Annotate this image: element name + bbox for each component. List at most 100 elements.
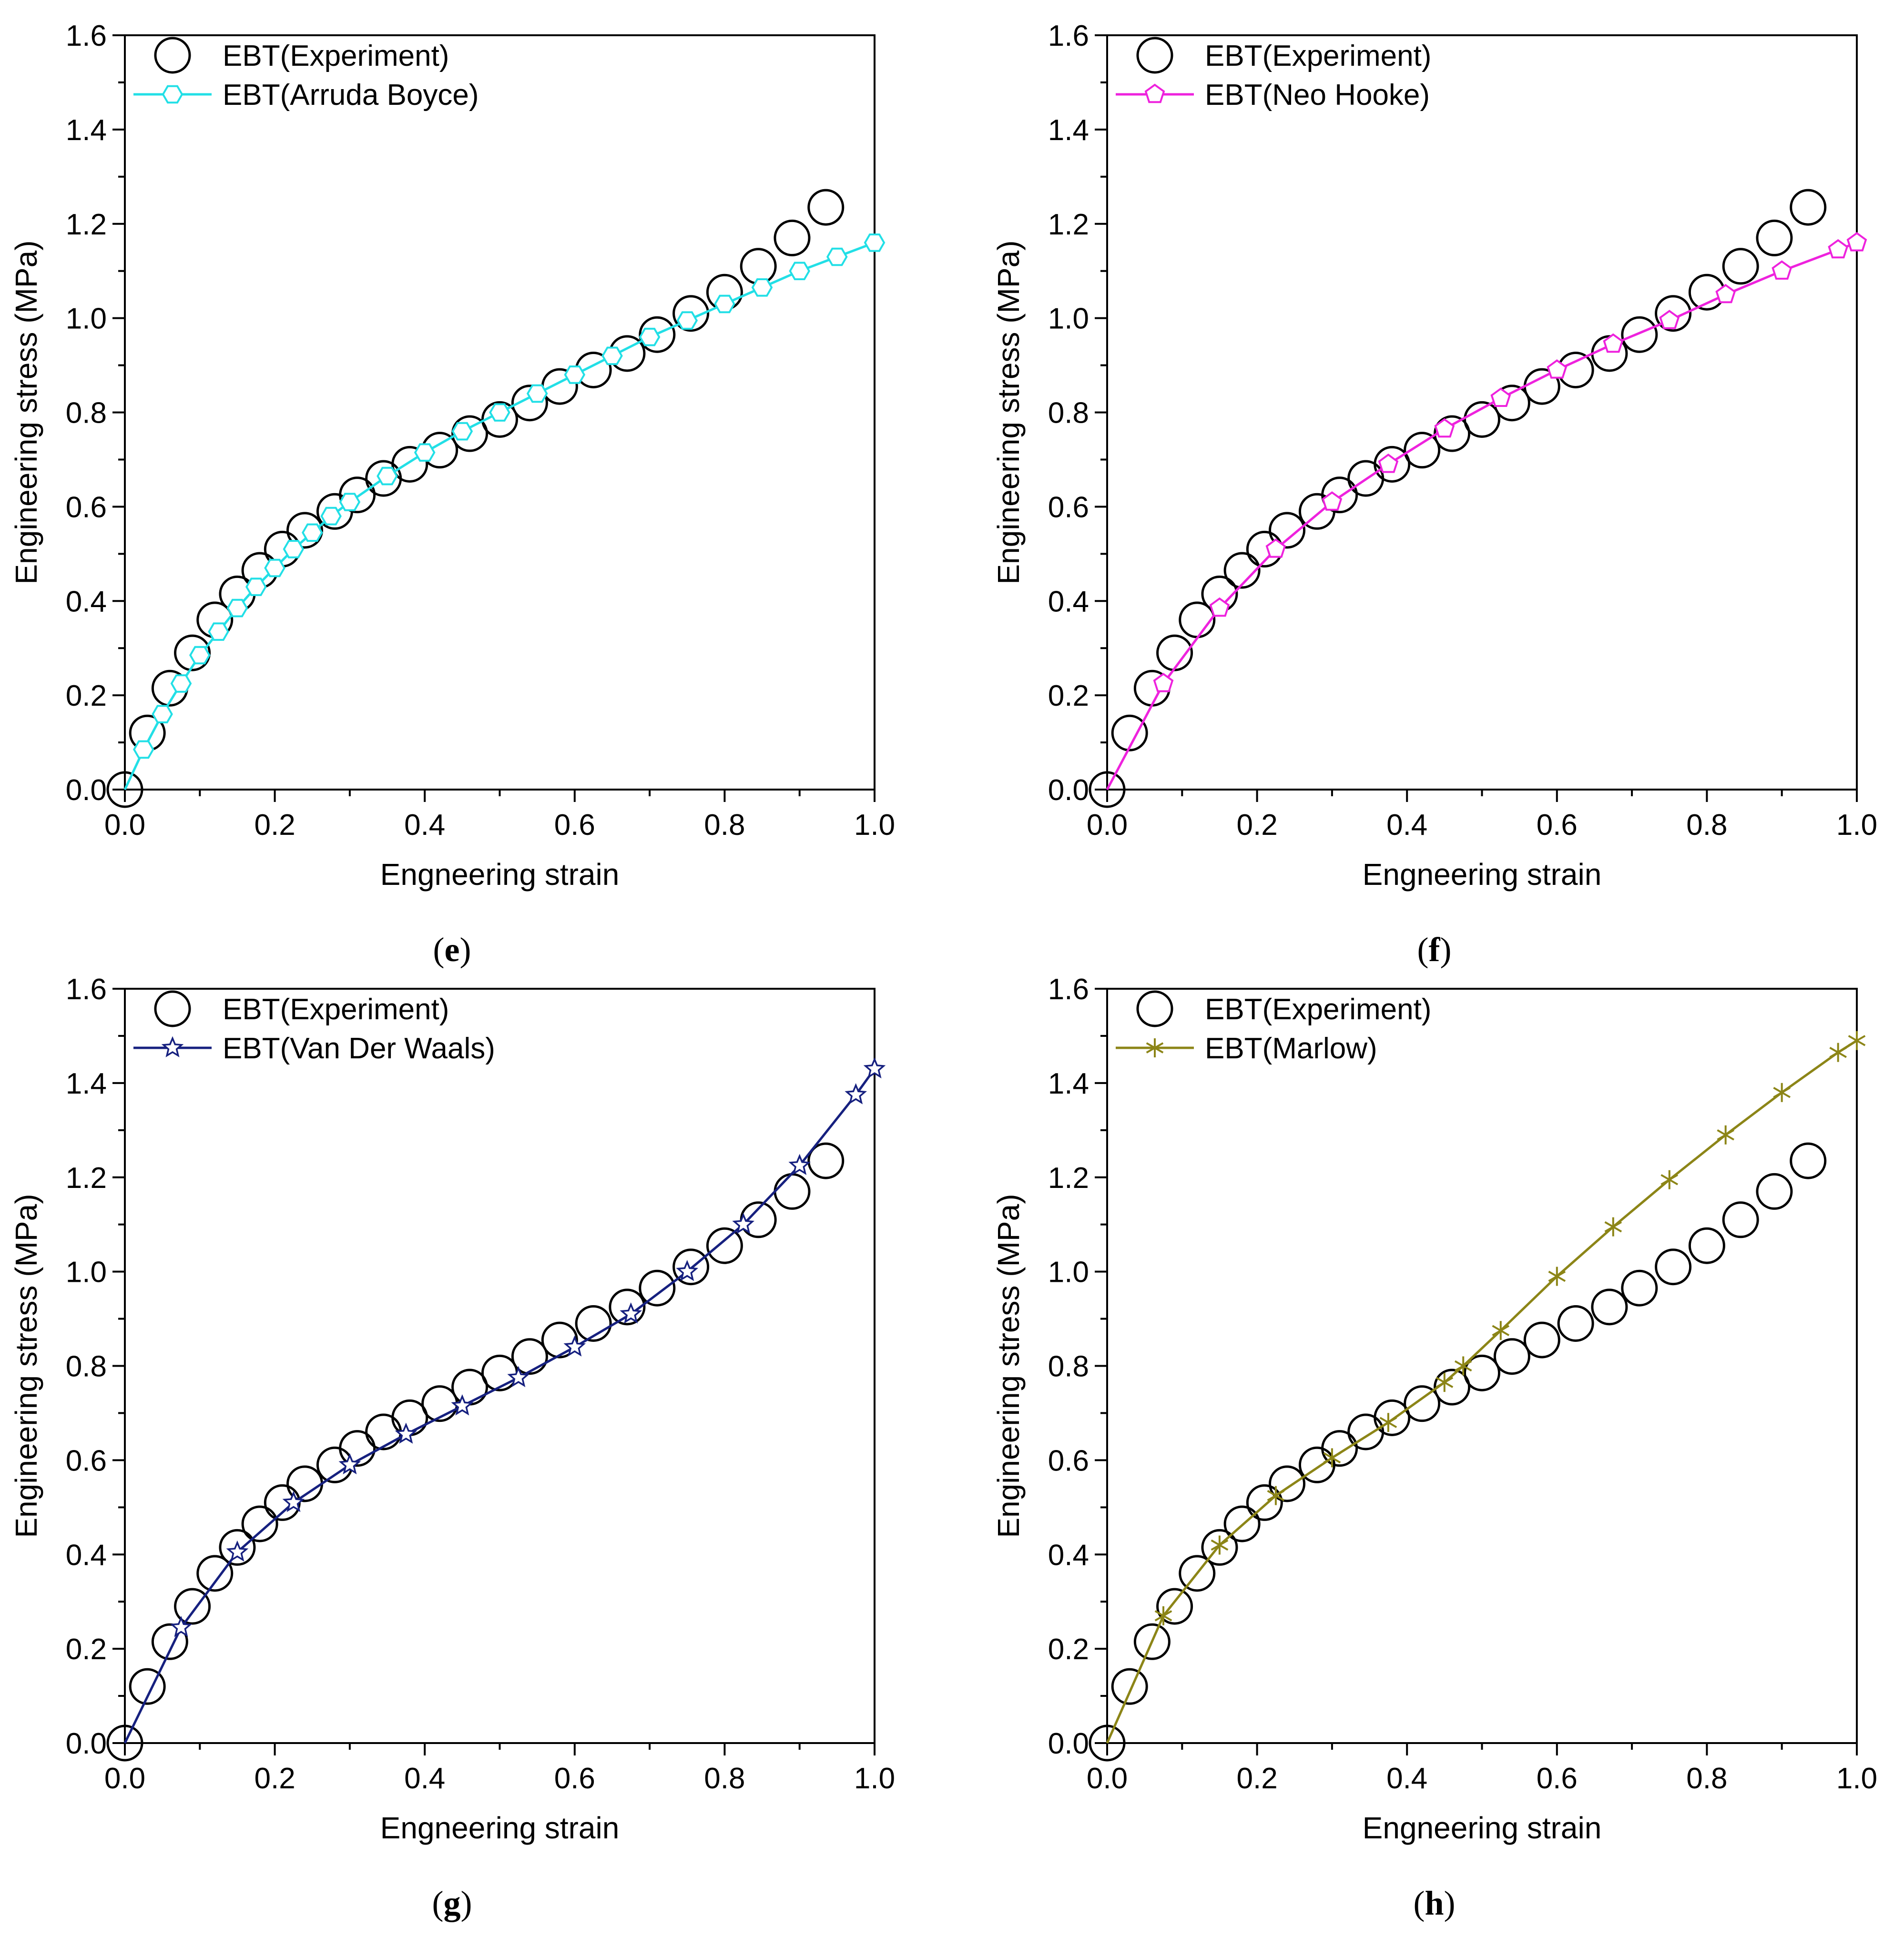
data-point: [1379, 1413, 1397, 1432]
data-point: [1493, 1338, 1530, 1375]
x-tick-label: 1.0: [1836, 1762, 1877, 1795]
legend-marker: [162, 85, 183, 104]
data-point: [826, 247, 848, 266]
data-point: [283, 540, 305, 558]
legend-label: EBT(Van Der Waals): [223, 1032, 495, 1065]
data-point: [511, 1338, 548, 1375]
data-point: [1269, 1465, 1306, 1502]
legend-label: EBT(Experiment): [1205, 40, 1431, 72]
data-point: [1321, 1430, 1358, 1467]
x-tick-label: 0.4: [1386, 809, 1427, 842]
data-point: [1265, 538, 1286, 558]
plot-area: [106, 1057, 886, 1762]
data-point: [1621, 1269, 1658, 1307]
x-tick-label: 0.8: [1686, 809, 1727, 842]
data-point: [1436, 1373, 1454, 1392]
legend-label: EBT(Marlow): [1205, 1032, 1377, 1065]
data-point: [1209, 597, 1230, 617]
data-point: [489, 403, 510, 422]
data-point: [286, 512, 324, 549]
data-point: [1722, 1201, 1759, 1238]
data-point: [601, 346, 623, 365]
data-point: [1772, 260, 1792, 280]
data-point: [789, 262, 811, 280]
data-point: [451, 422, 473, 441]
data-point: [1756, 219, 1793, 256]
legend-marker: [154, 37, 191, 74]
y-tick-label: 0.2: [1048, 1633, 1089, 1666]
data-point: [196, 1555, 234, 1592]
data-point: [1756, 1173, 1793, 1210]
data-point: [1111, 714, 1148, 751]
legend-label: EBT(Arruda Boyce): [223, 79, 479, 112]
series-EBT(Experiment): [1089, 1142, 1827, 1762]
series-line: [1106, 241, 1857, 791]
panel-label: (g): [432, 1884, 472, 1922]
legend: EBT(Experiment) EBT(Arruda Boyce): [133, 37, 479, 112]
y-tick-label: 1.4: [66, 1067, 107, 1100]
series-line: [1106, 1039, 1858, 1744]
data-point: [706, 1227, 743, 1264]
x-tick-label: 0.4: [1386, 1762, 1427, 1795]
data-point: [620, 1302, 642, 1324]
data-point: [1404, 1385, 1441, 1422]
y-tick-label: 0.4: [66, 1539, 107, 1572]
series-EBT(Experiment): [106, 189, 845, 808]
y-tick-label: 0.4: [1048, 1539, 1089, 1572]
legend-marker: [1144, 83, 1165, 103]
x-tick-label: 0.8: [704, 809, 745, 842]
y-tick-label: 1.0: [66, 303, 107, 335]
data-point: [732, 1213, 755, 1234]
y-tick-label: 0.0: [1048, 1727, 1089, 1760]
chart-panel-f: 0.0 0.2 0.4 0.6 0.8 1.0 0.0 0.2 0.4 0.6 0.8 1.0 1.2 1…: [991, 20, 1877, 969]
y-tick-label: 0.2: [66, 1633, 107, 1666]
data-point: [1492, 1321, 1510, 1340]
legend-label: EBT(Experiment): [1205, 993, 1431, 1026]
y-tick-label: 0.0: [1048, 774, 1089, 807]
y-tick-label: 1.4: [1048, 114, 1089, 147]
x-tick-label: 0.2: [254, 1762, 295, 1795]
panel-label: (e): [433, 931, 471, 969]
y-tick-label: 0.6: [66, 1444, 107, 1477]
data-point: [151, 1623, 188, 1660]
y-tick-label: 1.6: [66, 20, 107, 52]
data-point: [1434, 418, 1455, 438]
legend: EBT(Experiment) EBT(Marlow): [1116, 990, 1431, 1065]
data-point: [1773, 1083, 1791, 1102]
data-point: [301, 523, 323, 542]
data-point: [526, 384, 548, 403]
data-point: [639, 327, 661, 346]
data-point: [1655, 1248, 1692, 1286]
data-point: [339, 477, 376, 514]
data-point: [1322, 491, 1343, 511]
y-tick-label: 0.8: [66, 1350, 107, 1383]
data-point: [1133, 1623, 1171, 1660]
y-tick-label: 0.4: [66, 585, 107, 618]
series-EBT(Arruda Boyce): [123, 233, 886, 791]
y-tick-label: 0.0: [66, 774, 107, 807]
data-point: [1374, 1399, 1411, 1436]
data-point: [609, 1288, 646, 1326]
y-axis-title: Engineering stress (MPa): [991, 1194, 1026, 1538]
data-point: [740, 248, 777, 285]
data-point: [1089, 771, 1126, 808]
data-point: [676, 1260, 699, 1281]
data-point: [1659, 310, 1680, 329]
data-point: [774, 1173, 811, 1210]
legend-label: EBT(Neo Hooke): [1205, 79, 1430, 112]
data-point: [1246, 1484, 1283, 1521]
data-point: [639, 316, 676, 353]
data-point: [1454, 1356, 1472, 1376]
y-tick-label: 0.6: [1048, 1444, 1089, 1477]
data-point: [152, 705, 173, 723]
x-tick-label: 1.0: [1836, 809, 1877, 842]
chart-panel-g: 0.0 0.2 0.4 0.6 0.8 1.0 0.0 0.2 0.4 0.6 0.8 1.0 1.2 1…: [9, 973, 895, 1922]
data-point: [395, 1422, 417, 1444]
y-tick-label: 0.2: [1048, 679, 1089, 712]
y-tick-label: 0.0: [66, 1727, 107, 1760]
chart-panel-h: 0.0 0.2 0.4 0.6 0.8 1.0 0.0 0.2 0.4 0.6 0.8 1.0 1.2 1…: [991, 973, 1877, 1922]
data-point: [1111, 1668, 1148, 1705]
data-point: [1717, 1125, 1735, 1145]
data-point: [365, 1413, 402, 1450]
